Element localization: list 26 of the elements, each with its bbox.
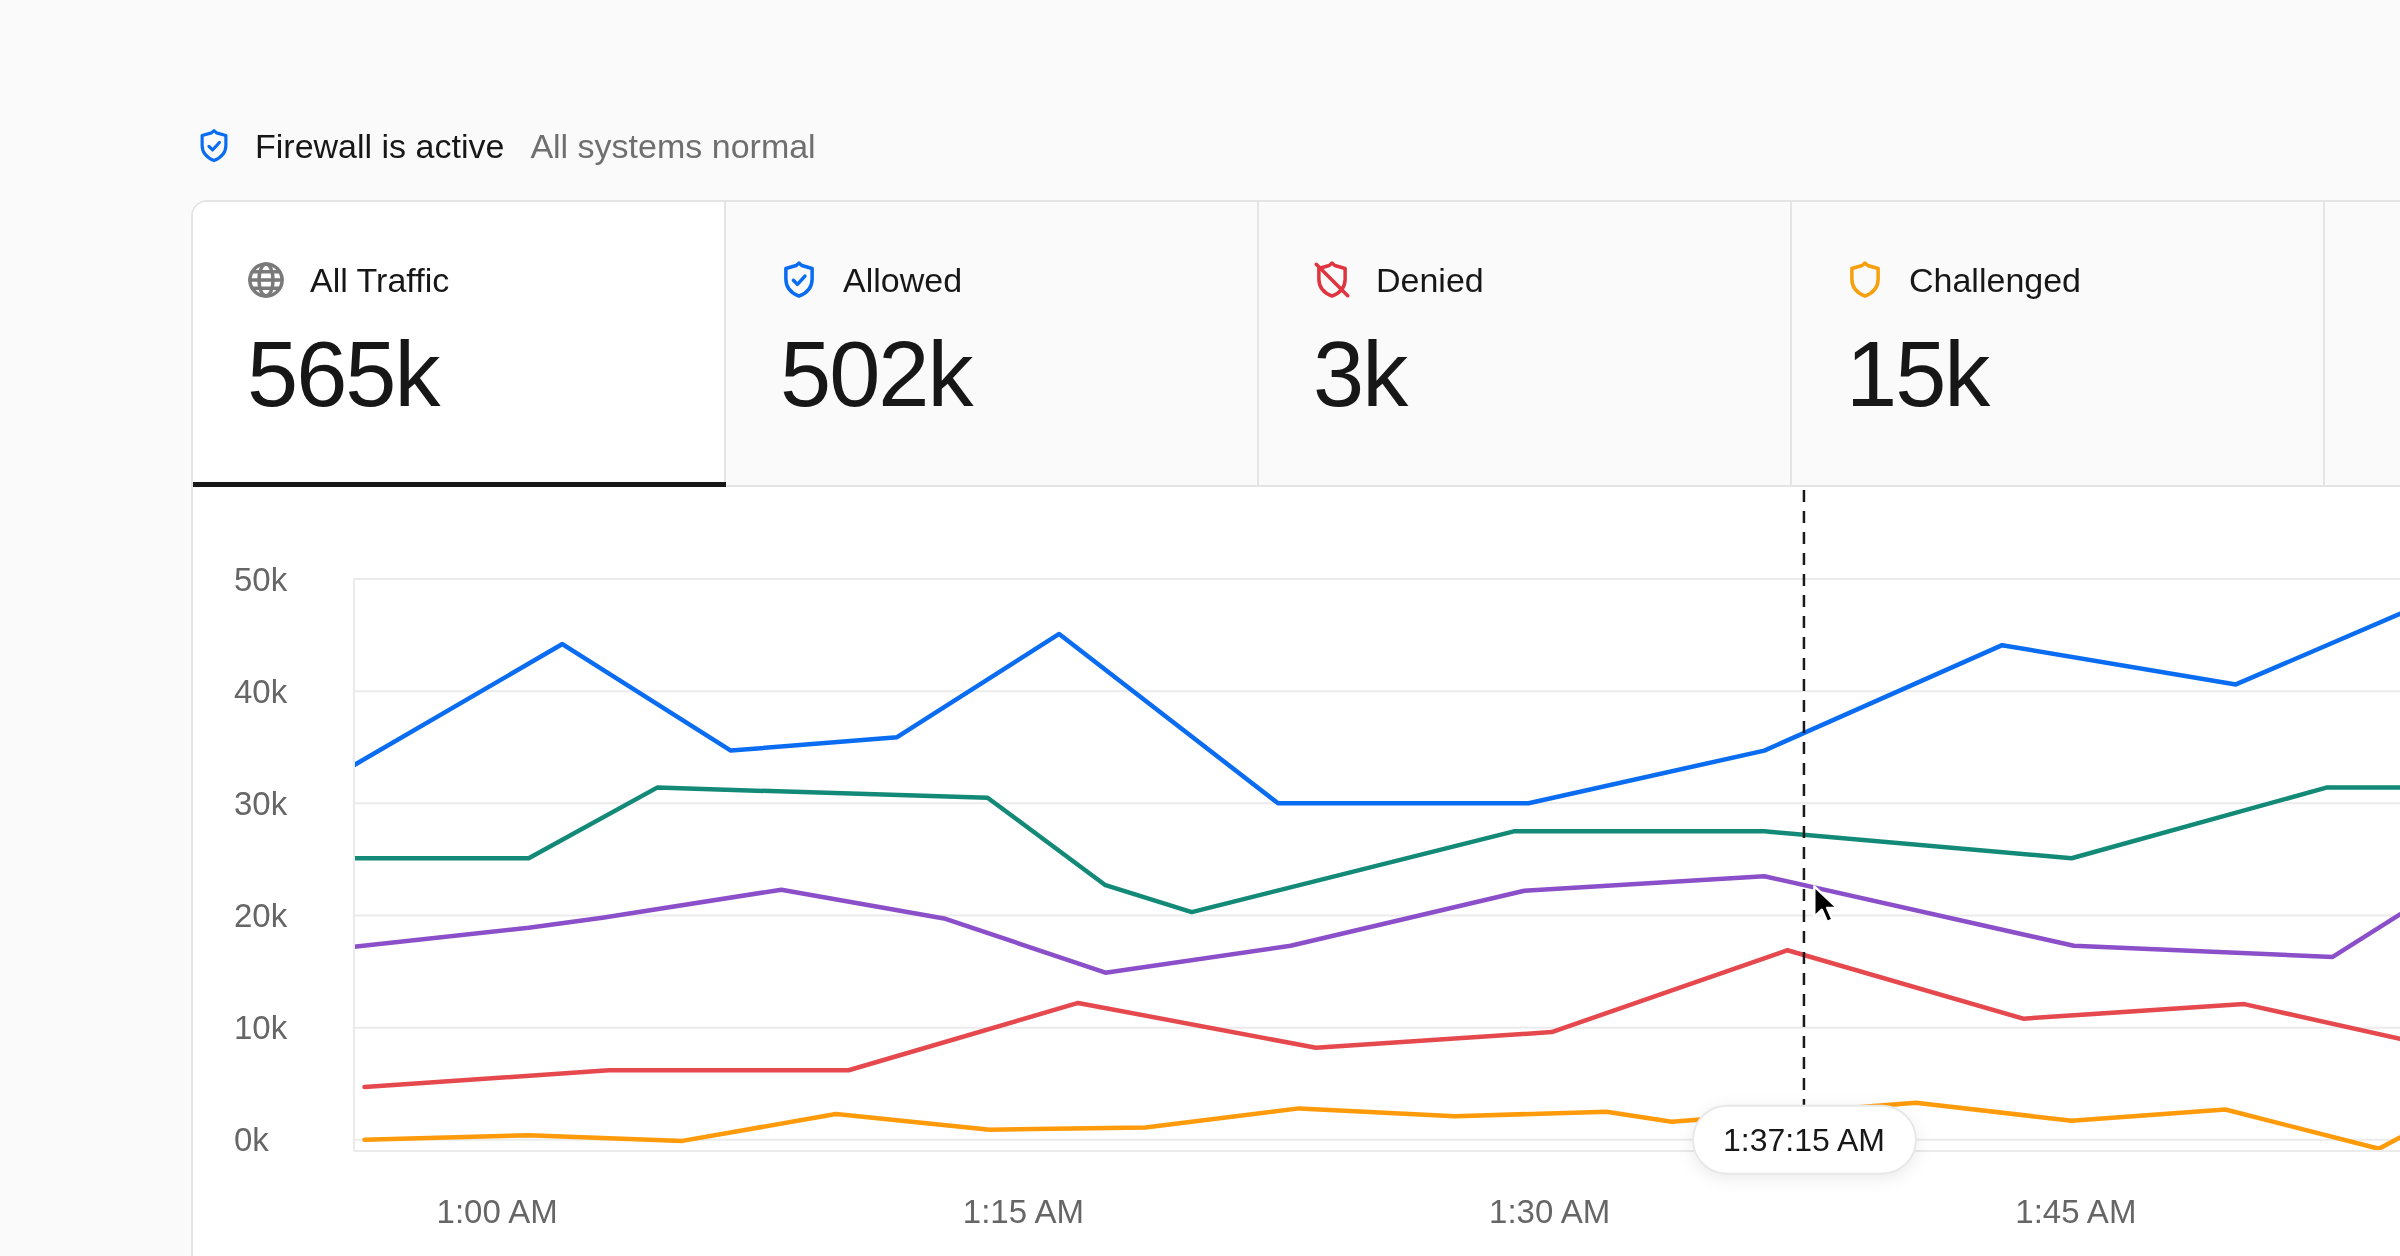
x-tick-label: 1:30 AM	[1489, 1192, 1611, 1230]
category-label: All Traffic	[310, 261, 450, 299]
annotation: 1:37:15 AM	[1723, 1121, 1885, 1158]
text: All systems normal	[530, 126, 816, 166]
text: 15k	[1846, 323, 1989, 425]
y-tick-label: 40k	[234, 672, 288, 710]
category-label: Denied	[1376, 261, 1484, 299]
x-tick-label: 1:45 AM	[2015, 1192, 2137, 1230]
line-series	[354, 873, 2400, 975]
x-tick-label: 1:15 AM	[962, 1192, 1084, 1230]
line-series	[354, 785, 2400, 915]
line-series	[354, 611, 2400, 806]
text: 565k	[247, 323, 439, 425]
text: Firewall is active	[255, 126, 505, 166]
category-label: Challenged	[1909, 261, 2082, 299]
text: 502k	[780, 323, 972, 425]
category-label: Allowed	[843, 261, 963, 299]
line-series	[362, 947, 2400, 1090]
y-tick-label: 20k	[234, 896, 288, 934]
x-tick-label: 1:00 AM	[436, 1192, 558, 1230]
line-series	[362, 1100, 2400, 1151]
y-tick-label: 0k	[234, 1121, 270, 1159]
y-tick-label: 50k	[234, 560, 288, 598]
y-tick-label: 10k	[234, 1009, 288, 1047]
y-tick-label: 30k	[234, 784, 288, 822]
text: 3k	[1313, 323, 1407, 425]
